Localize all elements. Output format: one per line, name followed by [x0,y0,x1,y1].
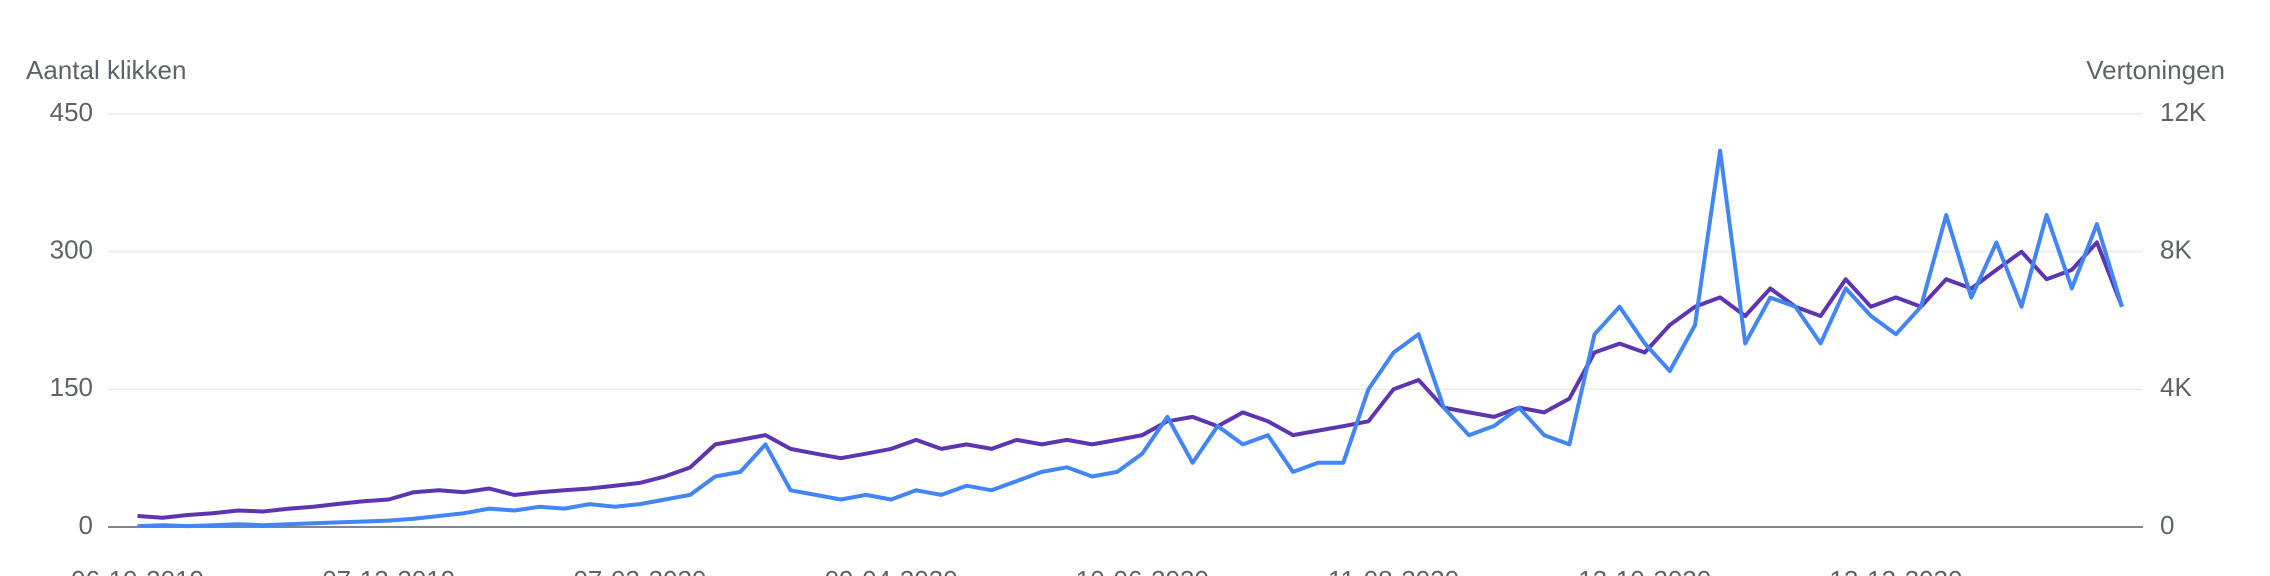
y2-tick-label: 12K [2160,97,2207,127]
y2-tick-label: 4K [2160,372,2192,402]
series-line [137,240,2124,520]
y2-tick-label: 0 [2160,510,2174,540]
y2-tick-label: 8K [2160,235,2192,265]
y-tick-label: 150 [50,372,93,402]
y-axis-title: Aantal klikken [26,55,186,85]
y2-axis-title: Vertoningen [2086,55,2225,85]
y-tick-label: 0 [79,510,93,540]
x-tick-label: 07-12-2019 [322,565,455,576]
x-tick-label: 07-02-2020 [573,565,706,576]
x-tick-label: 10-06-2020 [1076,565,1209,576]
y-tick-label: 300 [50,235,93,265]
x-tick-label: 12-12-2020 [1829,565,1962,576]
x-tick-label: 11-08-2020 [1328,565,1459,576]
x-tick-label: 12-10-2020 [1578,565,1711,576]
series-line [137,148,2124,529]
x-tick-label: 09-04-2020 [825,565,958,576]
y-tick-label: 450 [50,97,93,127]
x-tick-label: 06-10-2019 [71,565,204,576]
